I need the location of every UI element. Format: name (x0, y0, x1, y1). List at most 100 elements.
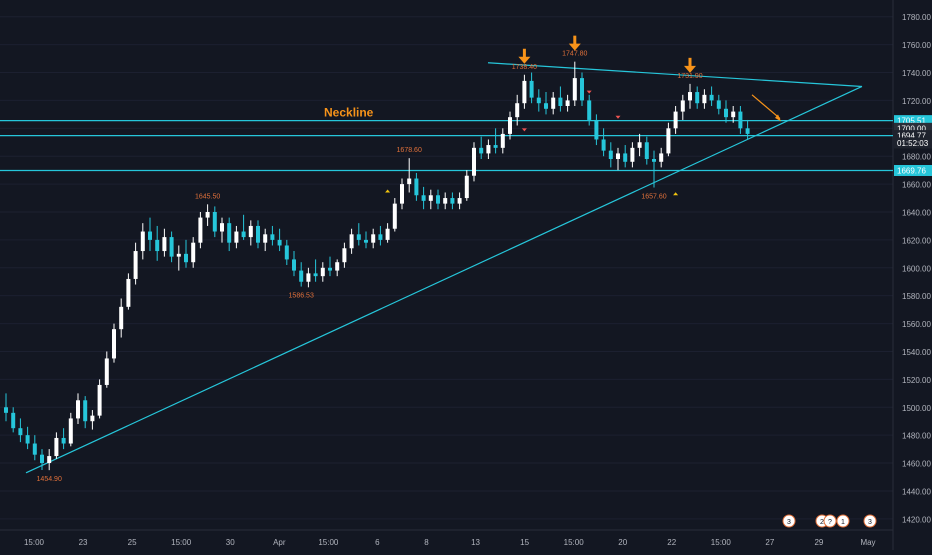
breakdown-arrow-head (775, 114, 781, 122)
candle-body (378, 234, 383, 240)
y-tick-label: 1420.00 (902, 515, 931, 524)
candle-body (680, 100, 685, 112)
candle-body (40, 454, 44, 464)
event-icon-label: 3 (787, 519, 791, 526)
y-tick-label: 1460.00 (902, 460, 931, 469)
x-tick-label: May (860, 538, 875, 547)
y-tick-label: 1640.00 (902, 209, 931, 218)
candle-body (234, 231, 239, 243)
candle-body (580, 78, 584, 101)
candle-body (486, 145, 491, 154)
candle-body (529, 80, 534, 98)
top-arrow-head (684, 65, 696, 73)
candle-body (536, 97, 541, 104)
event-icon (863, 514, 877, 528)
candle-body (508, 117, 512, 134)
level-tag: 1694.77 (897, 132, 926, 141)
x-tick-label: 15:00 (171, 538, 192, 547)
y-tick-label: 1680.00 (902, 153, 931, 162)
candle-body (464, 175, 469, 199)
level-tag: 1705.51 (897, 117, 926, 126)
signal-marker (673, 192, 679, 196)
candle-body (709, 94, 714, 101)
top-arrow-head (568, 43, 581, 51)
candle-body (666, 128, 671, 154)
candle-body (25, 435, 30, 444)
candle-body (176, 253, 181, 257)
x-tick-label: 15:00 (24, 538, 45, 547)
swing-price-label: 1738.40 (512, 64, 537, 71)
x-tick-label: 15 (520, 538, 529, 547)
x-tick-label: 20 (618, 538, 627, 547)
y-tick-label: 1660.00 (902, 181, 931, 190)
candle-body (191, 242, 196, 263)
candle-body (688, 92, 692, 101)
swing-price-label: 1645.50 (195, 193, 220, 200)
candle-body (126, 278, 131, 307)
candle-body (104, 358, 109, 385)
candle-body (630, 147, 635, 162)
candle-body (565, 100, 570, 106)
candle-body (716, 100, 721, 109)
x-tick-label: 22 (667, 538, 676, 547)
candle-body (256, 225, 260, 243)
candle-body (608, 150, 613, 159)
candle-body (61, 437, 66, 444)
swing-price-label: 1678.60 (397, 147, 422, 154)
countdown-tag-bg (894, 137, 932, 149)
candle-body (277, 239, 282, 246)
candle-body (212, 212, 217, 232)
countdown-tag: 01:52:03 (897, 139, 929, 148)
x-tick-label: 27 (765, 538, 774, 547)
candle-body (385, 228, 390, 240)
y-tick-label: 1720.00 (902, 97, 931, 106)
candle-body (637, 142, 642, 148)
event-icon-label: ? (828, 519, 832, 526)
candle-body (169, 237, 174, 257)
signal-marker (385, 189, 391, 193)
candle-body (472, 147, 476, 176)
resistance-trendline (487, 62, 863, 88)
candle-body (162, 237, 167, 252)
event-icon-label: 3 (868, 519, 872, 526)
candle-body (47, 456, 52, 464)
candle-body (738, 111, 743, 129)
x-tick-label: 23 (79, 538, 88, 547)
candle-body (652, 159, 656, 162)
x-tick-label: 15:00 (564, 538, 585, 547)
candle-body (335, 262, 340, 271)
swing-price-label: 1454.90 (37, 476, 62, 483)
x-tick-label: 30 (226, 538, 235, 547)
candle-body (76, 400, 80, 419)
candle-body (421, 195, 426, 201)
candle-body (148, 231, 152, 240)
candle-body (90, 415, 95, 422)
candle-body (407, 178, 412, 185)
candle-body (133, 251, 138, 279)
neckline-label: Neckline (324, 106, 374, 120)
candle-body (184, 253, 188, 263)
candle-body (724, 108, 728, 118)
candle-body (68, 418, 73, 444)
event-icon-label: 1 (841, 519, 845, 526)
candle-body (263, 234, 268, 243)
candle-body (558, 97, 563, 106)
candle-body (515, 103, 520, 118)
candle-body (673, 111, 678, 129)
signal-marker (586, 90, 592, 94)
x-tick-label: 25 (128, 538, 137, 547)
candle-body (241, 231, 246, 238)
candle-body (112, 329, 116, 359)
y-tick-label: 1500.00 (902, 404, 931, 413)
candle-body (400, 184, 404, 204)
y-tick-label: 1600.00 (902, 264, 931, 273)
candle-body (493, 145, 498, 148)
candle-body (695, 92, 700, 104)
candle-body (11, 412, 16, 429)
candle-body (479, 147, 484, 154)
candle-body (328, 267, 332, 271)
candle-body (313, 273, 318, 277)
